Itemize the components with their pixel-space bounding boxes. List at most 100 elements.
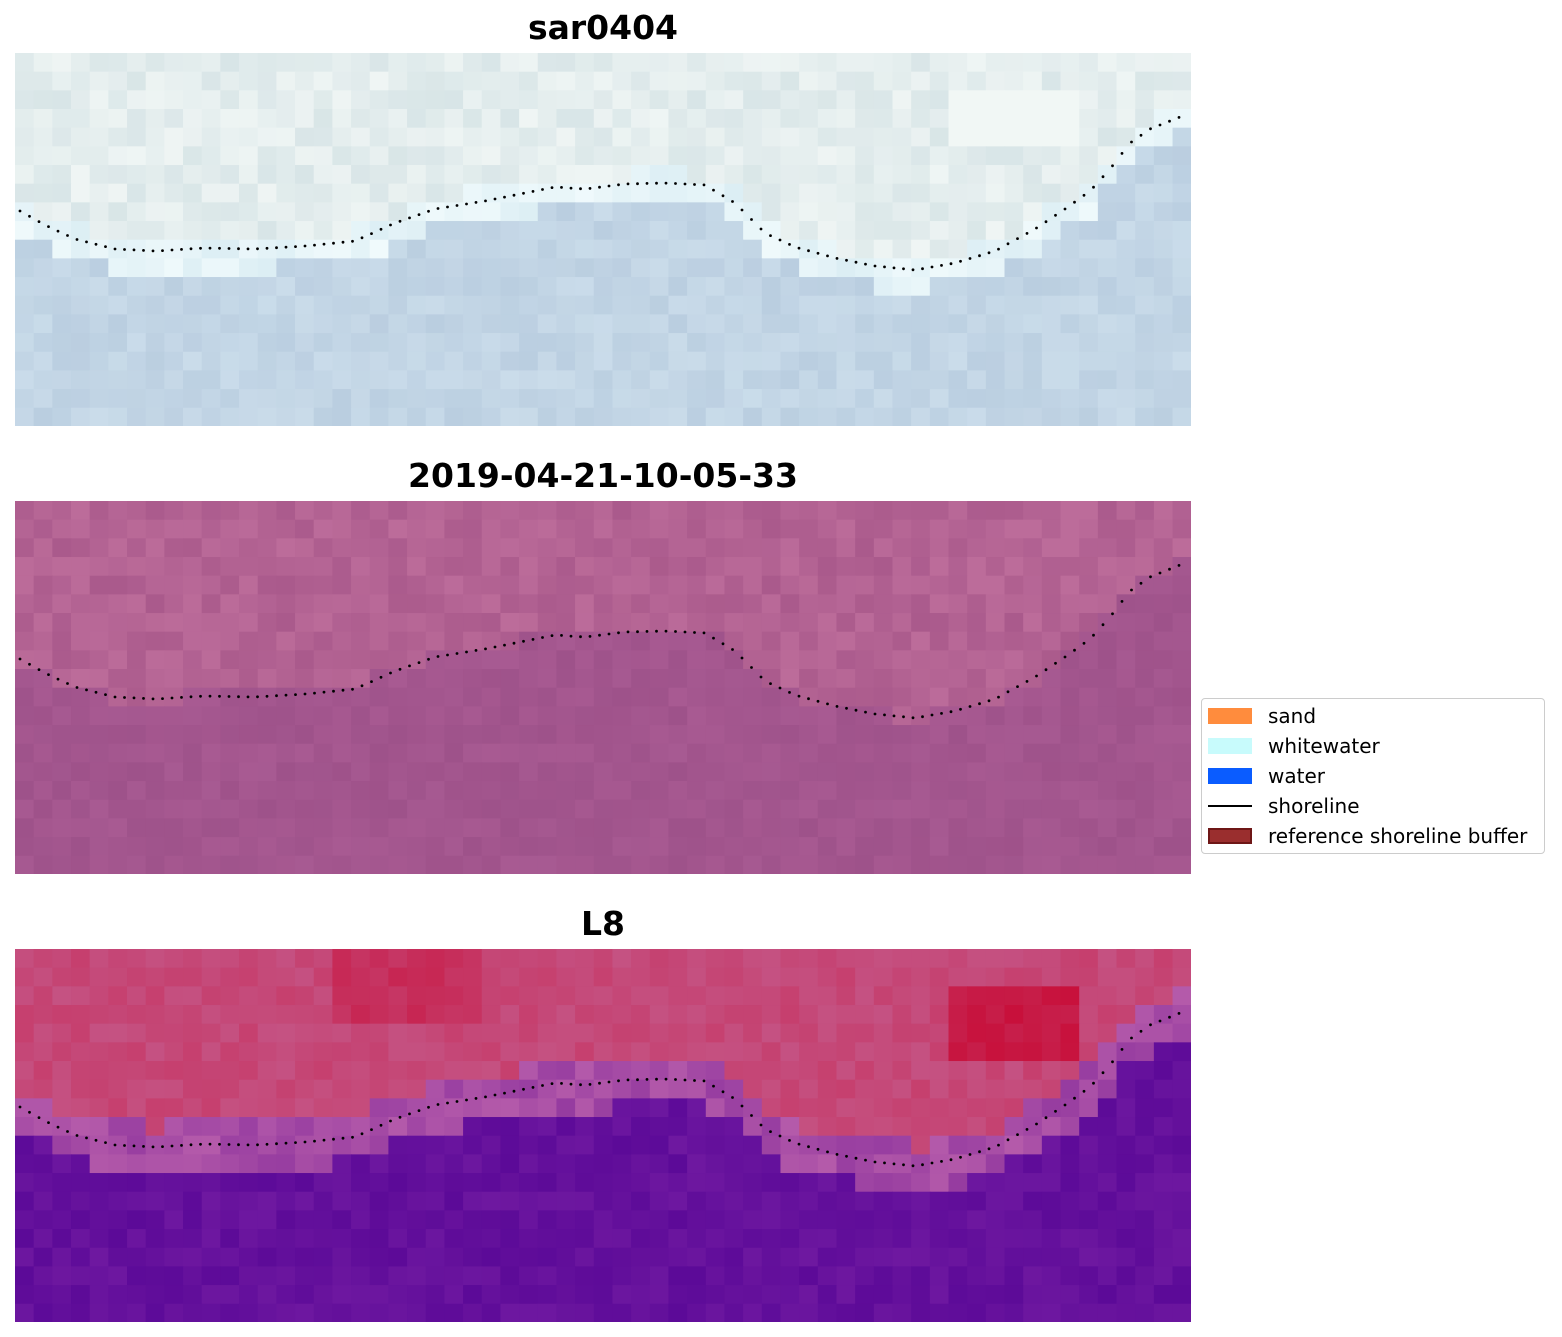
legend-item-reference-buffer: reference shoreline buffer xyxy=(1208,821,1527,851)
shoreline-point xyxy=(1139,133,1143,137)
shoreline-point xyxy=(731,200,734,203)
shoreline-point xyxy=(1082,1089,1086,1093)
shoreline-point xyxy=(845,706,848,710)
shoreline-point xyxy=(189,695,193,699)
water-swatch xyxy=(1208,768,1252,784)
shoreline-point xyxy=(883,713,886,717)
shoreline-point xyxy=(1035,226,1038,230)
shoreline-point xyxy=(322,690,326,694)
shoreline-point xyxy=(759,227,763,231)
shoreline-point xyxy=(208,694,212,698)
shoreline-point xyxy=(1073,200,1076,204)
shoreline-point xyxy=(949,710,953,714)
shoreline-point xyxy=(902,1163,905,1167)
shoreline-point xyxy=(769,1130,772,1133)
shoreline-point xyxy=(227,247,231,250)
shoreline-point xyxy=(123,1144,126,1147)
shoreline-point xyxy=(759,1123,763,1127)
legend: sand whitewater water shoreline referenc… xyxy=(1201,698,1545,854)
shoreline-point xyxy=(911,1164,915,1168)
shoreline-point xyxy=(246,247,250,251)
shoreline-point xyxy=(864,710,867,714)
shoreline-point xyxy=(180,1144,183,1147)
shoreline-point xyxy=(1130,588,1133,592)
shoreline-point xyxy=(18,1105,22,1109)
shoreline-point xyxy=(617,1079,620,1083)
panel-title-2: 2019-04-21-10-05-33 xyxy=(408,456,798,495)
shoreline-point xyxy=(816,251,820,255)
shoreline-point xyxy=(455,1100,459,1103)
shoreline-point xyxy=(237,247,240,251)
shoreline-point xyxy=(275,694,278,698)
shoreline-point xyxy=(959,707,962,711)
shoreline-point xyxy=(655,1077,658,1081)
shoreline-point xyxy=(835,1153,839,1156)
shoreline-point xyxy=(199,246,202,250)
legend-item-water: water xyxy=(1208,761,1325,791)
shoreline-point xyxy=(474,201,478,204)
shoreline-point xyxy=(427,209,430,213)
shoreline-point xyxy=(47,225,50,229)
shoreline-point xyxy=(180,248,183,251)
shoreline-point xyxy=(265,246,269,250)
shoreline-point xyxy=(313,691,316,695)
image-panel-2 xyxy=(15,501,1191,874)
shoreline-point xyxy=(541,188,544,191)
shoreline-point xyxy=(1168,1015,1171,1019)
shoreline-point xyxy=(1006,242,1010,246)
shoreline-point xyxy=(1054,1109,1057,1113)
shoreline-point xyxy=(56,1125,60,1129)
shoreline-point xyxy=(1130,140,1133,144)
shoreline-point xyxy=(740,208,744,212)
shoreline-point xyxy=(978,702,981,706)
shoreline-point xyxy=(75,686,79,689)
shoreline-point xyxy=(256,1143,259,1147)
shoreline-point xyxy=(807,1145,810,1149)
image-panel-3 xyxy=(15,949,1191,1322)
shoreline-point xyxy=(987,251,991,255)
shoreline-point xyxy=(645,182,649,185)
shoreline-point xyxy=(607,184,611,188)
shoreline-point xyxy=(408,1112,411,1116)
panel-title-1: sar0404 xyxy=(527,8,679,47)
shoreline-point xyxy=(921,267,924,271)
legend-label-shoreline: shoreline xyxy=(1268,794,1360,818)
raster-cells xyxy=(15,53,1191,426)
shoreline-point xyxy=(218,1142,221,1146)
shoreline-point xyxy=(37,1116,41,1119)
shoreline-point xyxy=(284,1141,288,1145)
shoreline-point xyxy=(1025,232,1029,235)
shoreline-point xyxy=(959,1155,962,1159)
shoreline-point xyxy=(788,1139,791,1142)
shoreline-point xyxy=(655,629,658,633)
shoreline-point xyxy=(674,1078,677,1081)
shoreline-point xyxy=(731,1096,734,1099)
shoreline-point xyxy=(835,705,839,708)
shoreline-point xyxy=(408,216,411,220)
shoreline-point xyxy=(474,649,478,652)
shoreline-point xyxy=(398,219,402,223)
shoreline-point xyxy=(892,1162,896,1166)
shoreline-point xyxy=(493,1093,497,1097)
shoreline-point xyxy=(18,657,22,661)
shoreline-point xyxy=(265,694,269,698)
shoreline-point xyxy=(341,1136,345,1140)
shoreline-point xyxy=(189,1143,193,1147)
shoreline-point xyxy=(1092,1081,1095,1085)
shoreline-point xyxy=(921,715,924,719)
shoreline-point xyxy=(750,218,753,221)
shoreline-point xyxy=(132,696,136,700)
shoreline-point xyxy=(170,1144,174,1148)
shoreline-point xyxy=(294,245,297,249)
shoreline-point xyxy=(930,713,934,717)
shoreline-point xyxy=(1149,1023,1152,1027)
shoreline-point xyxy=(854,708,858,712)
raster-index-image xyxy=(15,501,1191,874)
shoreline-point xyxy=(227,1143,231,1146)
shoreline-point xyxy=(56,677,60,681)
shoreline-point xyxy=(208,1142,212,1146)
shoreline-point xyxy=(1006,690,1010,694)
shoreline-point xyxy=(303,244,307,248)
shoreline-point xyxy=(702,183,706,187)
shoreline-point xyxy=(446,653,449,657)
